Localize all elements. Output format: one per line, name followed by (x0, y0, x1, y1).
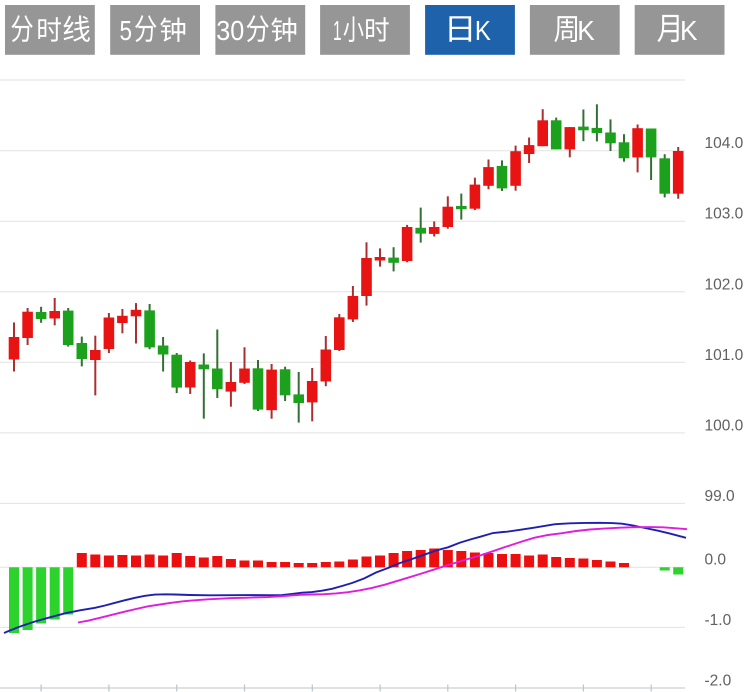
svg-text:1: 1 (333, 15, 342, 46)
svg-text:K: K (475, 15, 492, 46)
svg-text:K: K (577, 15, 595, 46)
svg-text:104.0: 104.0 (705, 135, 744, 152)
svg-text:102.0: 102.0 (705, 276, 744, 293)
svg-text:99.0: 99.0 (705, 488, 736, 505)
svg-text:-2.0: -2.0 (705, 672, 732, 689)
svg-text:101.0: 101.0 (705, 347, 744, 364)
svg-text:5: 5 (120, 15, 133, 46)
svg-text:100.0: 100.0 (705, 417, 744, 434)
svg-text:-1.0: -1.0 (705, 612, 732, 629)
svg-text:K: K (680, 15, 698, 46)
svg-text:30: 30 (216, 15, 244, 46)
svg-text:103.0: 103.0 (705, 206, 744, 223)
svg-text:0.0: 0.0 (705, 552, 727, 569)
